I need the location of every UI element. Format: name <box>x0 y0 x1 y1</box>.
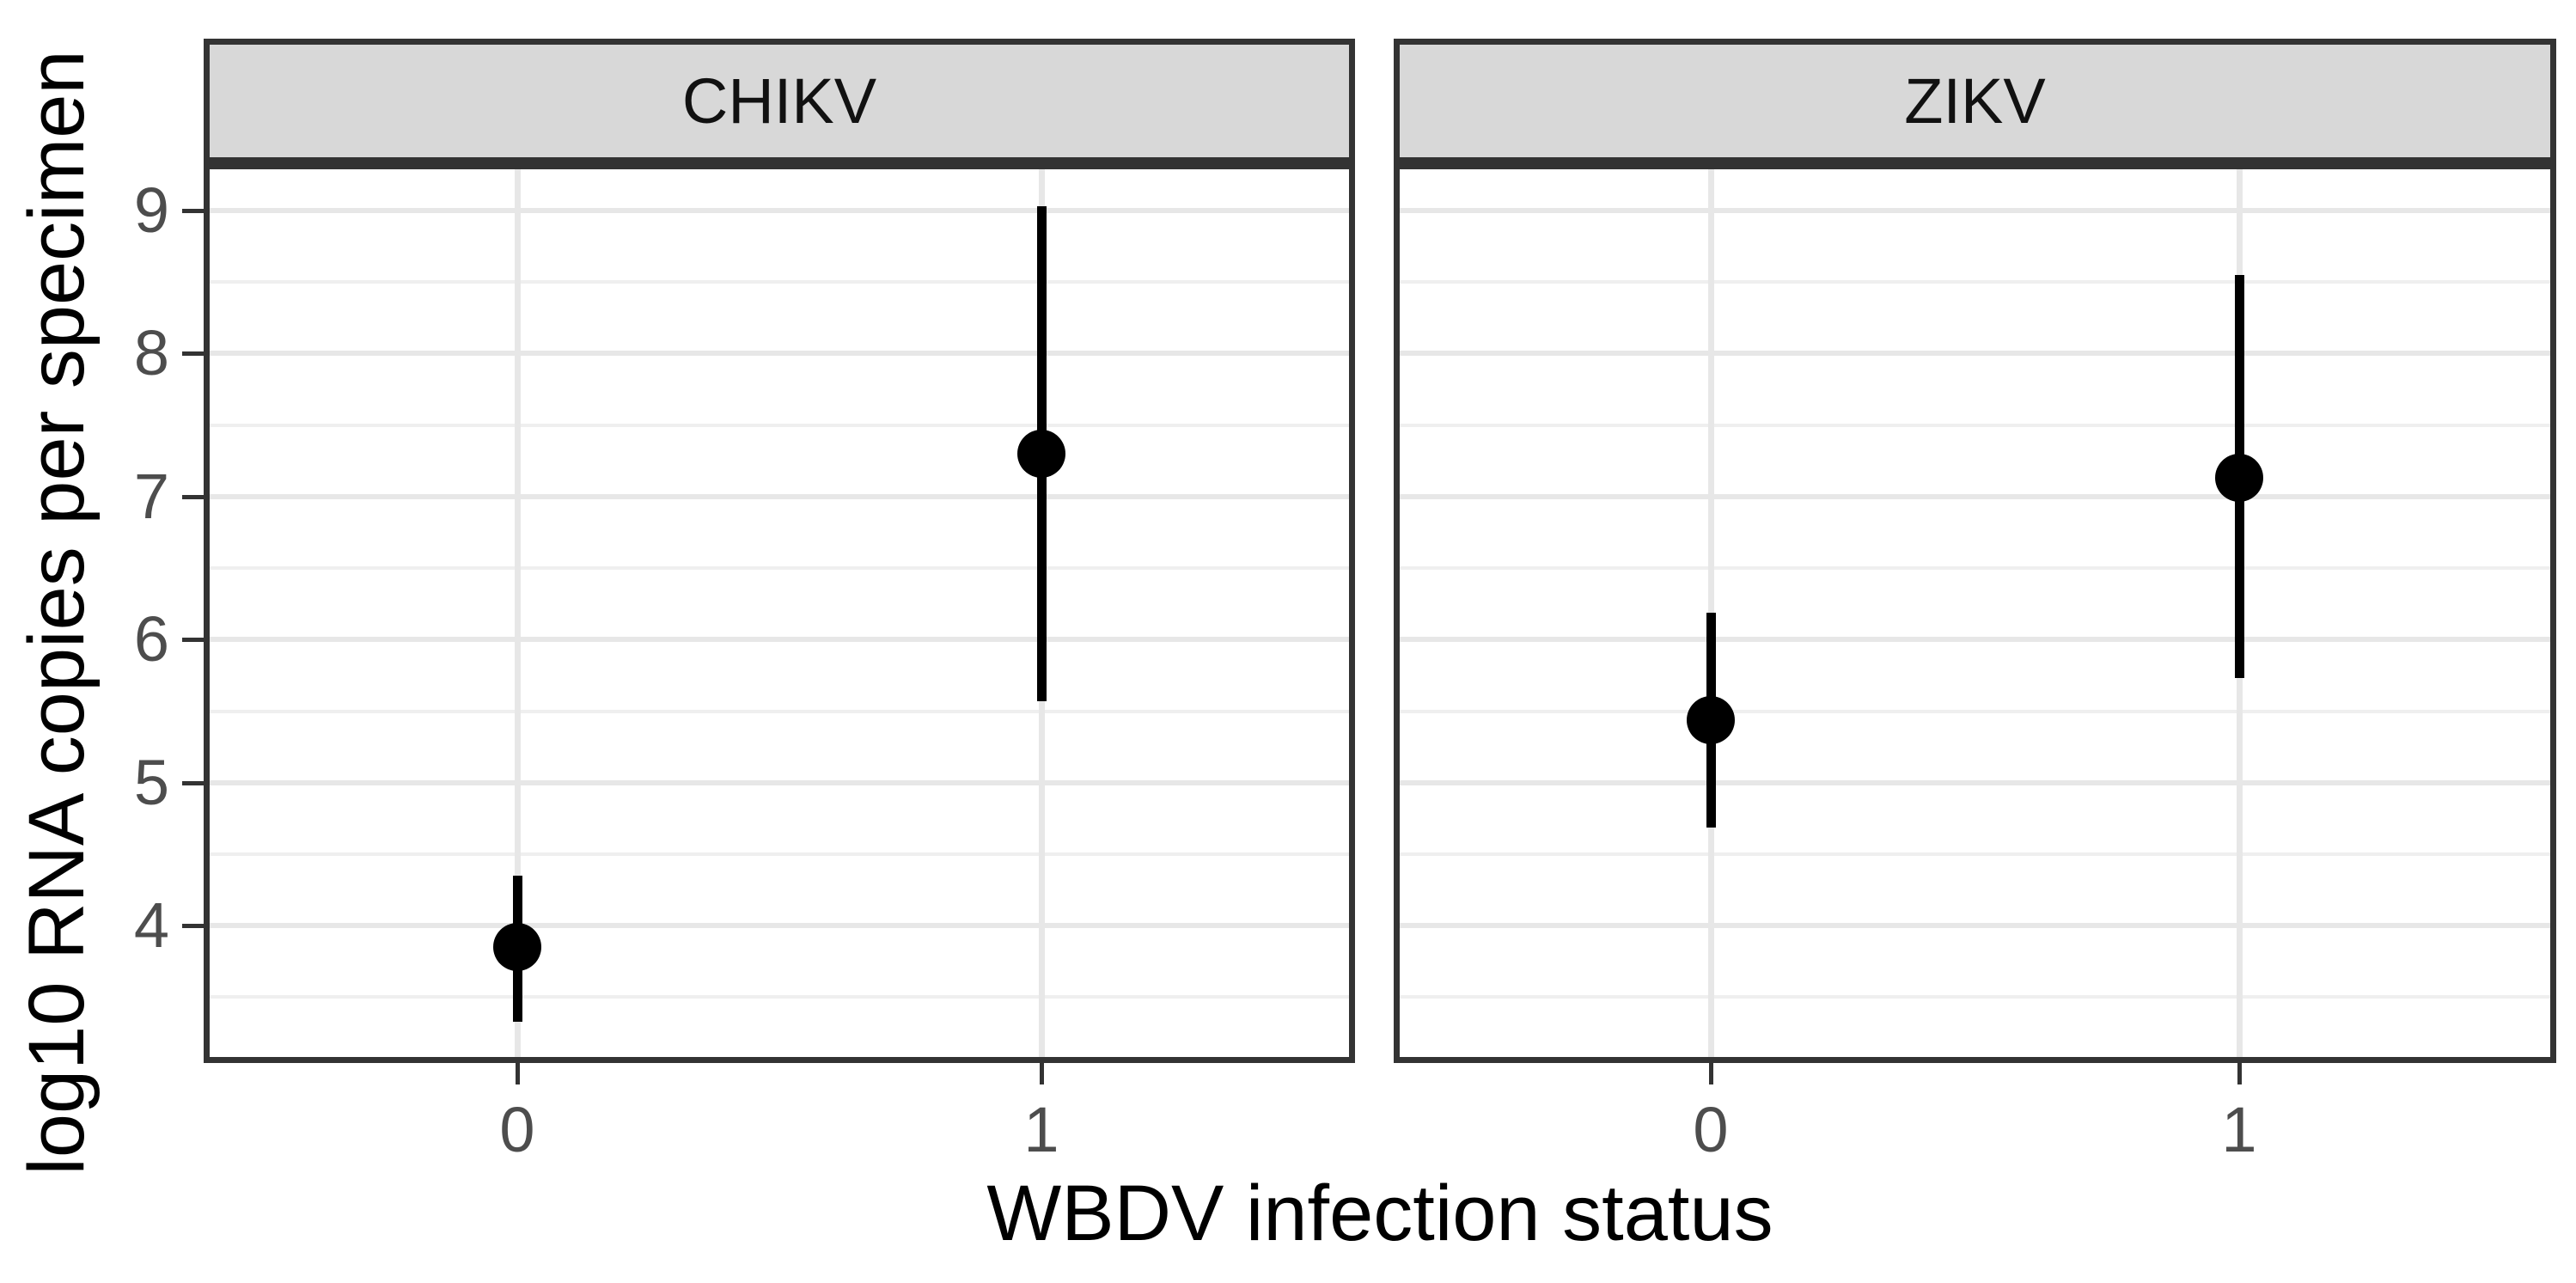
x-tick-mark <box>1040 1063 1044 1084</box>
y-tick-label: 9 <box>133 174 169 246</box>
y-tick-label: 8 <box>133 317 169 388</box>
x-tick-mark <box>2237 1063 2242 1084</box>
gridline-major <box>1400 780 2550 785</box>
gridline-minor <box>1400 852 2550 856</box>
facet-strip-label: ZIKV <box>1904 65 2046 137</box>
gridline-major <box>210 351 1349 356</box>
mean-point <box>1017 430 1065 478</box>
x-tick-mark <box>516 1063 520 1084</box>
facet-strip <box>204 39 1355 163</box>
mean-point <box>2215 454 2263 502</box>
y-tick-mark <box>182 638 204 642</box>
gridline-minor <box>1400 280 2550 284</box>
gridline-minor <box>210 424 1349 427</box>
y-tick-mark <box>182 351 204 356</box>
y-tick-mark <box>182 924 204 928</box>
gridline-minor <box>210 995 1349 999</box>
gridline-major <box>210 637 1349 642</box>
y-tick-mark <box>182 209 204 213</box>
x-tick-mark <box>1709 1063 1713 1084</box>
gridline-minor <box>210 566 1349 570</box>
facet-strip <box>1394 39 2556 163</box>
gridline-minor <box>1400 995 2550 999</box>
gridline-major <box>210 923 1349 928</box>
gridline-minor <box>210 280 1349 284</box>
gridline-major <box>210 494 1349 499</box>
gridline-major <box>1400 494 2550 499</box>
facet-strip-label: CHIKV <box>681 65 877 137</box>
x-tick-label: 1 <box>1023 1094 1059 1165</box>
y-tick-mark <box>182 781 204 785</box>
gridline-major <box>210 780 1349 785</box>
y-tick-label: 5 <box>133 747 169 818</box>
gridline-major <box>1400 637 2550 642</box>
plot-panel <box>204 163 1355 1063</box>
gridline-minor <box>1400 710 2550 713</box>
y-tick-label: 7 <box>133 461 169 532</box>
gridline-major <box>210 208 1349 213</box>
plot-panel <box>1394 163 2556 1063</box>
y-tick-mark <box>182 495 204 499</box>
x-tick-label: 1 <box>2221 1094 2257 1165</box>
mean-point <box>1687 696 1735 744</box>
mean-point <box>493 923 541 971</box>
x-axis-title: WBDV infection status <box>986 1170 1773 1257</box>
gridline-minor <box>1400 566 2550 570</box>
y-tick-label: 6 <box>133 603 169 675</box>
gridline-minor <box>1400 424 2550 427</box>
gridline-major <box>1400 351 2550 356</box>
gridline-vertical <box>515 169 521 1057</box>
gridline-minor <box>210 852 1349 856</box>
gridline-major <box>1400 923 2550 928</box>
y-tick-label: 4 <box>133 889 169 961</box>
gridline-major <box>1400 208 2550 213</box>
x-tick-label: 0 <box>499 1094 535 1165</box>
x-tick-label: 0 <box>1693 1094 1729 1165</box>
gridline-minor <box>210 710 1349 713</box>
